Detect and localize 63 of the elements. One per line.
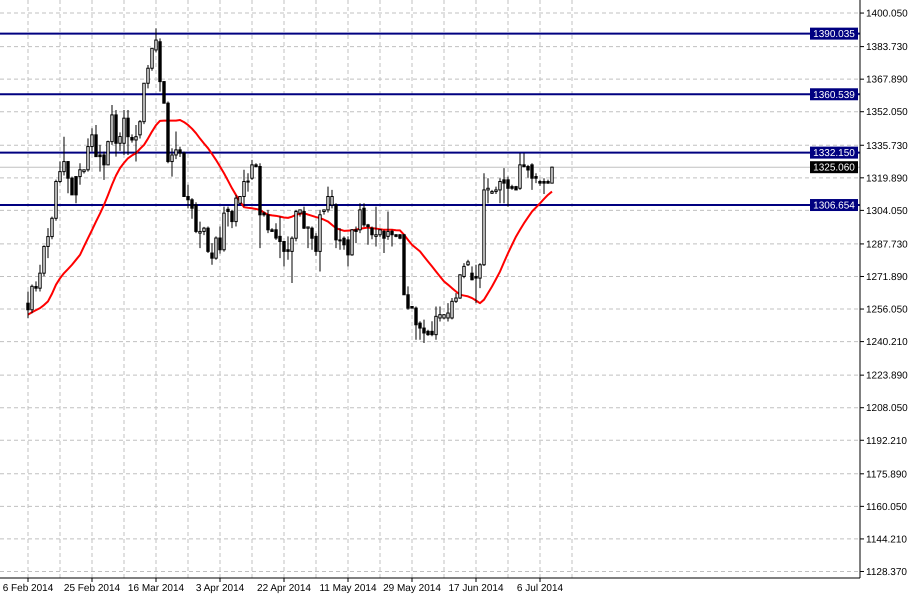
x-tick-label: 25 Feb 2014 [64,583,121,594]
candlestick [30,284,34,314]
candlestick [86,138,90,172]
candlestick [542,178,546,195]
candlestick [286,236,290,260]
candlestick [134,124,138,162]
x-tick-label: 29 May 2014 [383,583,442,594]
y-tick-label: 1383.730 [866,42,908,54]
candlestick [242,169,246,208]
candlestick [386,211,390,240]
y-tick-label: 1400.050 [866,8,908,20]
y-tick-label: 1335.730 [866,140,908,152]
candlestick [266,209,270,234]
y-tick-label: 1367.890 [866,74,908,86]
candlestick [374,206,378,247]
candlestick [370,226,374,240]
ref-line-label: 1332.150 [813,148,856,160]
candlestick [126,109,130,156]
candlestick [518,152,522,190]
ref-line-label: 1306.654 [813,200,856,212]
y-tick-label: 1319.890 [866,173,908,184]
candlestick [358,202,362,234]
x-tick-label: 22 Apr 2014 [257,583,312,594]
ref-line-label: 1360.539 [813,90,856,101]
ref-line-label: 1325.060 [813,162,856,174]
y-tick-label: 1175.890 [866,469,908,480]
candlestick [414,306,418,340]
y-tick-label: 1144.210 [866,534,908,546]
x-tick-label: 11 May 2014 [319,583,377,594]
y-tick-label: 1256.050 [866,304,908,316]
candlestick [226,206,230,228]
x-tick-label: 16 Mar 2014 [128,583,185,594]
line-series [27,119,553,316]
ref-line-label: 1390.035 [813,29,856,40]
candlestick [470,266,474,281]
candlestick [474,264,478,304]
y-tick-label: 1223.890 [866,370,908,382]
x-tick-label: 3 Apr 2014 [196,583,245,594]
x-tick-label: 17 Jun 2014 [448,583,504,594]
candlestick [422,319,426,344]
candlestick [234,194,238,228]
y-tick-label: 1240.210 [866,337,908,348]
x-tick-label: 6 Feb 2014 [2,583,54,594]
y-tick-label: 1271.890 [866,272,908,283]
candlestick [498,178,502,204]
candlestick [550,166,554,184]
candlestick [206,226,210,254]
candlestick [446,302,450,322]
candlestick [278,216,282,259]
candlestick [526,164,530,178]
y-tick-label: 1287.730 [866,239,908,250]
candlestick [326,186,330,214]
x-tick-label: 6 Jul 2014 [516,583,564,594]
y-tick-label: 1304.050 [866,206,908,217]
y-tick-label: 1352.050 [866,107,908,118]
y-tick-label: 1192.210 [866,436,908,447]
candlestick [506,176,510,208]
candlestick [310,226,314,250]
y-tick-label: 1208.050 [866,403,908,414]
candlestick [362,202,366,228]
y-tick-label: 1160.050 [866,502,908,513]
y-tick-label: 1128.370 [866,566,908,578]
candlestick [174,131,178,160]
